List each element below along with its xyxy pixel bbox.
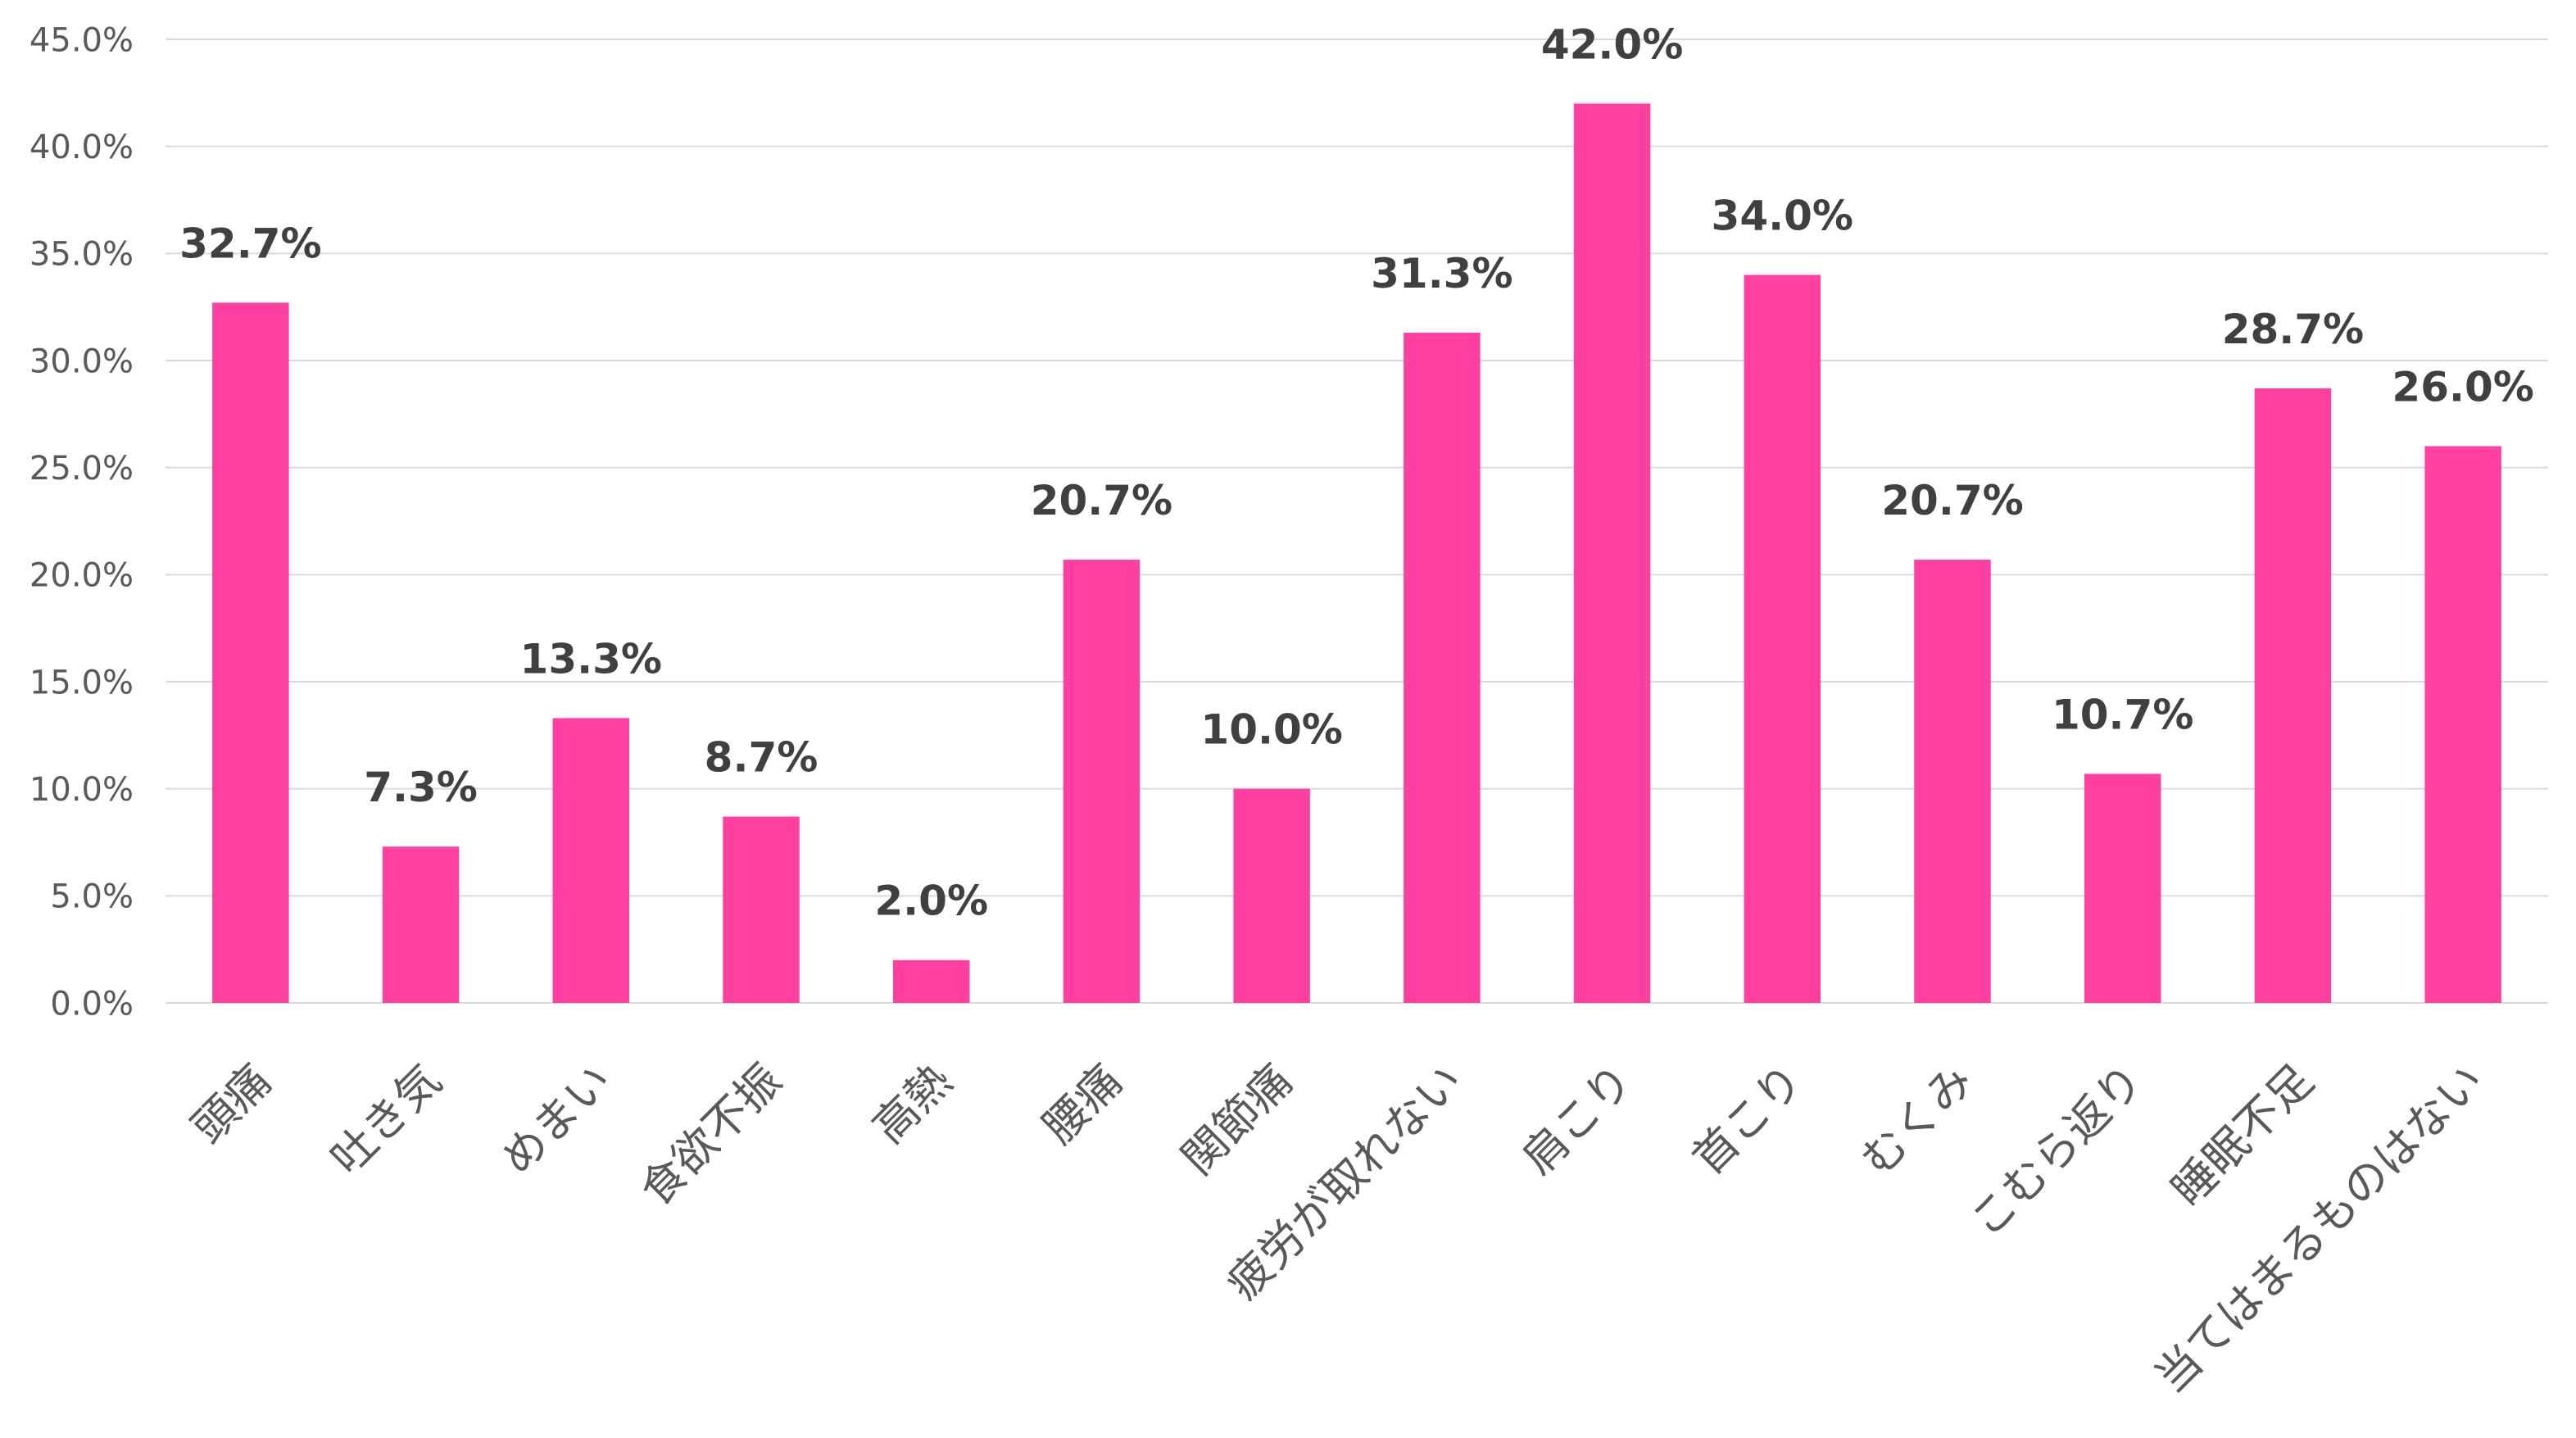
bar-3 [552,718,630,1003]
bar-4 [723,816,800,1003]
bar-2 [382,846,460,1003]
y-tick-label-1: 5.0% [50,878,134,916]
data-label-5: 2.0% [874,878,988,925]
data-labels: 32.7% 7.3% 13.3% 8.7% 2.0% 20.7% 10.0% 31.3% 42.… [179,20,2534,924]
bar-5 [892,959,970,1003]
bar-14 [2424,446,2501,1003]
data-label-12: 10.7% [2052,691,2193,738]
y-tick-label-2: 10.0% [29,771,134,809]
data-label-14: 26.0% [2392,364,2533,411]
data-label-13: 28.7% [2222,306,2364,353]
data-label-3: 13.3% [520,635,662,683]
bar-13 [2254,388,2332,1003]
y-tick-label-8: 40.0% [29,129,134,166]
y-tick-label-7: 35.0% [29,236,134,274]
y-axis-labels: 0.0% 5.0% 10.0% 15.0% 20.0% 25.0% 30.0% 35.0% 40… [29,21,134,1023]
bar-10 [1744,274,1821,1003]
data-label-1: 32.7% [179,220,321,267]
y-tick-label-6: 30.0% [29,342,134,380]
bars [212,103,2501,1003]
y-tick-label-5: 25.0% [29,450,134,488]
y-tick-label-3: 15.0% [29,664,134,701]
y-tick-label-4: 20.0% [29,557,134,595]
data-label-4: 8.7% [705,734,819,782]
data-label-6: 20.7% [1031,477,1172,524]
y-tick-label-9: 45.0% [29,21,134,59]
data-label-9: 42.0% [1541,20,1683,68]
bar-6 [1063,560,1141,1003]
data-label-8: 31.3% [1371,250,1512,297]
bar-9 [1573,103,1651,1003]
bar-7 [1233,788,1310,1003]
y-tick-label-0: 0.0% [50,985,134,1023]
data-label-2: 7.3% [364,764,478,811]
bar-11 [1914,560,1991,1003]
bar-1 [212,302,289,1003]
bar-12 [2084,773,2161,1003]
data-label-7: 10.0% [1200,706,1342,754]
data-label-11: 20.7% [1881,477,2023,524]
data-label-10: 34.0% [1712,192,1853,239]
bar-8 [1404,333,1481,1003]
